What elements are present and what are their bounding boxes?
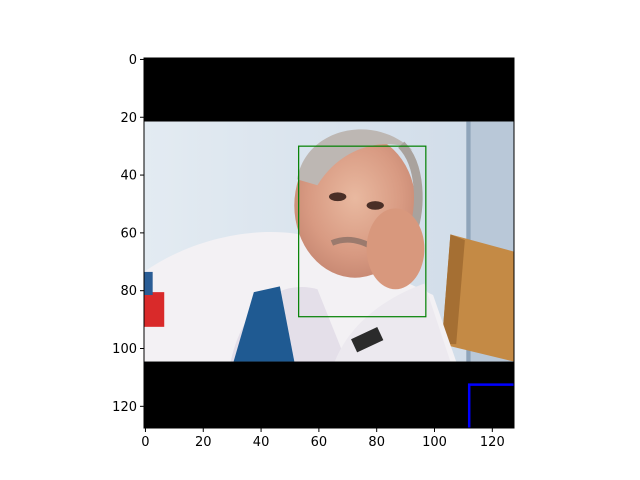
- face-box: [298, 145, 427, 318]
- y-tick-label: 120: [112, 400, 137, 415]
- photo-image: [144, 58, 514, 428]
- x-tick-label: 20: [195, 435, 212, 450]
- corner-mark: [467, 383, 514, 428]
- x-axis: 0 20 40 60 80 100 120: [141, 428, 505, 450]
- y-tick-label: 20: [120, 111, 137, 126]
- y-axis: 0 20 40 60 80 100 120: [112, 53, 144, 415]
- photo-content: [144, 121, 514, 362]
- y-tick-label: 40: [120, 169, 137, 184]
- y-tick-label: 60: [120, 226, 137, 241]
- y-tick-label: 100: [112, 342, 137, 357]
- x-tick-label: 0: [141, 435, 149, 450]
- y-tick-label: 80: [120, 284, 137, 299]
- x-tick-label: 40: [253, 435, 270, 450]
- letterbox-top: [144, 58, 514, 122]
- x-tick-label: 120: [480, 435, 505, 450]
- annotations: [298, 145, 514, 428]
- y-tick-label: 0: [129, 53, 137, 68]
- x-tick-label: 60: [311, 435, 328, 450]
- x-tick-label: 100: [422, 435, 447, 450]
- letterbox-bottom: [144, 361, 514, 428]
- x-tick-label: 80: [368, 435, 385, 450]
- axes-frame: [143, 57, 515, 429]
